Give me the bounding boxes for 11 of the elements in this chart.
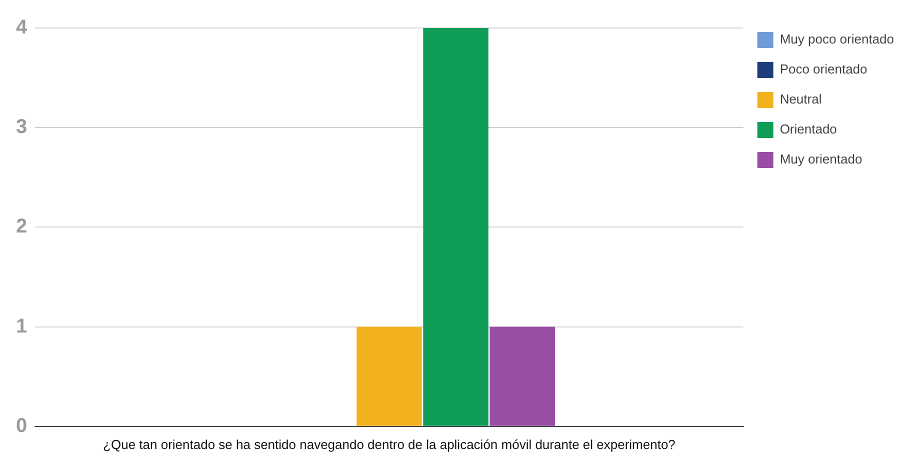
y-tick-label: 4 <box>16 16 28 39</box>
y-tick-label: 1 <box>16 315 28 338</box>
legend-label: Poco orientado <box>780 62 868 77</box>
y-tick-label: 2 <box>16 216 28 238</box>
legend-label: Muy orientado <box>780 152 862 167</box>
legend-label: Muy poco orientado <box>780 32 894 47</box>
y-tick-label: 3 <box>16 116 28 138</box>
legend-label: Neutral <box>780 92 822 107</box>
y-tick-label: 0 <box>16 414 28 437</box>
x-tick-label: ¿Que tan orientado se ha sentido navegando dentro de la aplicación móvil durante el experimento? <box>103 436 676 452</box>
legend-label: Orientado <box>780 122 837 137</box>
